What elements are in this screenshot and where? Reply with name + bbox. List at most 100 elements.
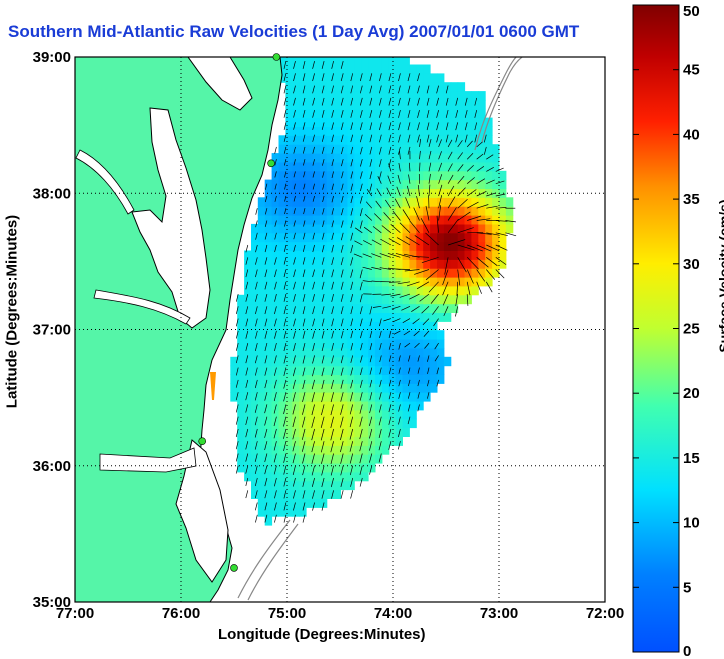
heat-cell (423, 330, 431, 340)
radar-station-marker[interactable] (198, 437, 206, 446)
heat-cell (368, 365, 376, 375)
heat-cell (443, 91, 452, 101)
velocity-arrow (386, 187, 392, 197)
velocity-arrow (330, 428, 334, 441)
velocity-arrow (398, 428, 401, 438)
heat-cell (278, 144, 286, 154)
heat-cell (505, 206, 514, 216)
heat-cell (492, 215, 500, 225)
heat-cell (375, 99, 383, 110)
heat-cell (450, 285, 459, 296)
velocity-arrow (321, 453, 325, 464)
velocity-arrow (340, 379, 344, 389)
heat-cell (244, 392, 252, 402)
velocity-arrow (302, 306, 306, 315)
velocity-arrow (417, 122, 420, 131)
heat-cell (285, 135, 293, 145)
velocity-arrow (407, 146, 411, 155)
heat-cell (409, 401, 417, 411)
heat-cell (416, 223, 424, 234)
heat-cell (299, 108, 307, 119)
velocity-arrow (283, 257, 287, 265)
velocity-arrow (442, 293, 449, 306)
velocity-arrow (254, 502, 258, 511)
velocity-arrow (340, 392, 344, 402)
velocity-arrow (302, 281, 306, 290)
heat-cell (471, 285, 479, 296)
velocity-arrow (340, 244, 344, 253)
velocity-arrow (350, 318, 354, 327)
velocity-arrow (311, 428, 315, 441)
heat-cell (478, 153, 486, 163)
heat-cell (443, 170, 452, 181)
heat-cell (402, 330, 410, 340)
velocity-arrow (393, 330, 401, 335)
grid (75, 57, 605, 602)
velocity-arrow (292, 404, 296, 415)
velocity-arrow (264, 477, 268, 487)
heat-cell (299, 135, 307, 145)
velocity-arrow (293, 183, 296, 190)
velocity-arrow (255, 220, 258, 228)
velocity-arrow (321, 379, 325, 390)
velocity-arrow (340, 343, 344, 351)
velocity-arrow (302, 134, 306, 142)
velocity-arrow (474, 122, 478, 131)
velocity-arrow (274, 502, 277, 511)
heat-cell (471, 277, 479, 287)
heat-cell (457, 179, 466, 189)
velocity-arrow (312, 294, 315, 302)
heat-cell (430, 161, 438, 172)
heat-cell (361, 135, 369, 145)
heat-cell (313, 489, 321, 499)
heat-cell (375, 303, 383, 313)
velocity-arrow (476, 204, 489, 209)
heat-cell (402, 321, 410, 331)
heat-cell (402, 170, 410, 181)
y-tick-label: 37:00 (33, 322, 71, 339)
radar-station-marker[interactable] (267, 159, 275, 168)
heat-cell (257, 321, 266, 331)
heat-cell (326, 277, 335, 287)
velocity-arrow (273, 453, 277, 463)
heat-cell (340, 82, 348, 92)
radar-station-marker[interactable] (272, 53, 281, 61)
velocity-arrow (255, 330, 258, 339)
velocity-arrow (283, 159, 287, 166)
heat-cell (299, 401, 307, 411)
heat-cell (388, 383, 397, 393)
heat-cell (375, 259, 383, 269)
heat-cell (485, 250, 493, 260)
heat-cell (333, 215, 341, 225)
heat-cell (430, 365, 438, 375)
velocity-arrow (388, 134, 392, 143)
velocity-arrow (359, 281, 363, 291)
velocity-arrow (350, 477, 354, 487)
heat-cell (313, 339, 321, 349)
velocity-arrow (389, 281, 401, 283)
heat-cell (388, 339, 397, 349)
radar-station-marker[interactable] (230, 564, 238, 572)
heat-cell (306, 161, 314, 172)
heat-cell (319, 250, 328, 260)
heat-cell (264, 507, 273, 517)
heat-cell (271, 197, 279, 207)
heat-cell (464, 223, 472, 234)
heat-cell (271, 321, 279, 331)
velocity-arrow (369, 404, 373, 414)
velocity-arrow (331, 159, 334, 166)
velocity-arrow (392, 210, 401, 221)
heat-cell (402, 401, 410, 411)
heat-cell (354, 73, 362, 83)
heat-cell (457, 250, 466, 260)
heat-cell (326, 436, 335, 446)
heat-cell (306, 294, 314, 305)
heat-cell (285, 73, 293, 83)
velocity-arrow (427, 355, 430, 362)
heat-cell (292, 471, 300, 482)
heat-cell (423, 277, 431, 287)
heat-cell (354, 108, 362, 119)
velocity-arrow (411, 306, 420, 312)
heat-cell (368, 303, 376, 313)
